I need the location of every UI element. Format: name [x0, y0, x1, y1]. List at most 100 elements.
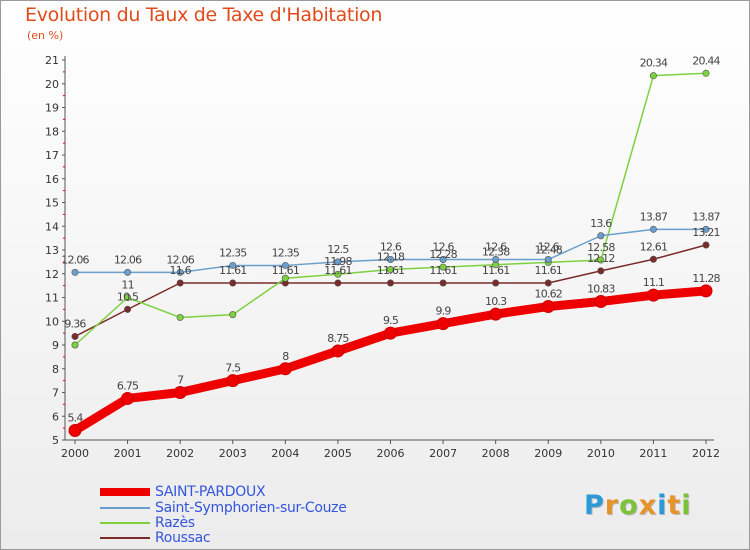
data-label-2: 12.48: [535, 243, 563, 256]
data-label-2: 11.98: [324, 255, 352, 268]
data-label-0: 9.9: [436, 305, 452, 318]
data-point-3: [71, 332, 79, 340]
data-point-1: [492, 255, 500, 263]
y-tick-label: 21: [45, 54, 59, 67]
data-label-3: 9.36: [64, 317, 86, 330]
data-point-0: [121, 391, 135, 405]
data-label-3: 11.6: [170, 264, 192, 277]
data-label-1: 12.35: [272, 246, 300, 259]
data-label-0: 8.75: [327, 332, 349, 345]
chart-subtitle: (en %): [27, 29, 64, 42]
data-label-0: 10.3: [485, 295, 507, 308]
data-point-0: [68, 424, 82, 437]
data-label-1: 12.6: [538, 241, 560, 254]
data-label-3: 11.61: [377, 264, 405, 277]
x-tick-label: 2000: [61, 447, 89, 460]
data-label-1: 13.87: [640, 210, 668, 223]
data-point-1: [439, 255, 447, 263]
data-label-1: 12.6: [432, 241, 454, 254]
data-point-1: [597, 232, 605, 240]
x-tick-label: 2001: [114, 447, 142, 460]
y-tick-label: 12: [45, 268, 59, 281]
data-label-1: 12.5: [327, 243, 349, 256]
data-point-1: [229, 261, 237, 269]
data-label-3: 11.61: [219, 264, 247, 277]
y-tick-label: 16: [45, 173, 59, 186]
data-point-1: [649, 225, 657, 233]
data-point-0: [331, 344, 345, 358]
y-tick-label: 8: [52, 363, 59, 376]
x-tick-label: 2007: [429, 447, 457, 460]
data-label-1: 12.06: [166, 253, 194, 266]
legend-label-roussac: Roussac: [155, 530, 211, 546]
data-point-3: [124, 305, 132, 313]
data-label-2: 20.34: [640, 57, 668, 70]
x-tick-label: 2011: [639, 447, 667, 460]
data-label-1: 12.06: [114, 253, 142, 266]
data-point-1: [176, 268, 184, 276]
y-tick-label: 10: [45, 315, 59, 328]
data-label-1: 13.87: [692, 210, 720, 223]
legend-swatch-saint-pardoux: [100, 488, 150, 496]
legend-swatch-roussac: [100, 537, 150, 539]
y-tick-label: 19: [45, 102, 59, 115]
data-label-0: 11.28: [692, 272, 720, 285]
data-label-1: 12.6: [380, 241, 402, 254]
data-point-1: [71, 268, 79, 276]
data-label-0: 10.83: [587, 283, 615, 296]
x-tick-label: 2003: [219, 447, 247, 460]
data-point-0: [226, 374, 240, 388]
data-point-2: [439, 263, 447, 271]
data-label-1: 12.6: [485, 241, 507, 254]
y-tick-label: 6: [52, 410, 59, 423]
data-point-2: [281, 274, 289, 282]
data-point-0: [489, 307, 503, 321]
data-point-2: [176, 313, 184, 321]
legend-item-saint-symphorien: Saint-Symphorien-sur-Couze: [100, 500, 347, 516]
data-point-0: [384, 326, 397, 340]
data-point-2: [386, 265, 394, 273]
data-label-3: 12.61: [640, 240, 668, 253]
x-tick-label: 2005: [324, 447, 352, 460]
data-point-3: [597, 267, 605, 275]
data-point-3: [492, 279, 500, 287]
data-point-1: [386, 255, 394, 263]
data-point-3: [649, 255, 657, 263]
data-label-3: 11.61: [429, 264, 457, 277]
data-point-2: [597, 256, 605, 264]
data-point-2: [334, 270, 342, 278]
data-point-0: [436, 317, 450, 331]
data-label-3: 10.5: [117, 290, 139, 303]
data-label-0: 9.5: [383, 314, 399, 327]
x-tick-label: 2006: [377, 447, 405, 460]
data-label-0: 5.4: [67, 412, 83, 425]
data-point-0: [278, 362, 292, 376]
data-point-3: [544, 279, 552, 287]
legend-item-saint-pardoux: SAINT-PARDOUX: [100, 484, 266, 500]
legend-label-razes: Razès: [155, 515, 195, 531]
data-point-0: [646, 288, 660, 302]
x-tick-label: 2002: [166, 447, 194, 460]
data-point-2: [649, 72, 657, 80]
data-point-2: [71, 341, 79, 349]
data-point-1: [334, 258, 342, 266]
data-label-3: 12.12: [587, 252, 615, 265]
data-point-1: [544, 255, 552, 263]
data-label-2: 12.28: [429, 248, 457, 261]
proxiti-logo: Proxiti: [584, 490, 692, 521]
data-label-3: 11.61: [482, 264, 510, 277]
data-point-3: [334, 279, 342, 287]
data-point-3: [229, 279, 237, 287]
data-point-3: [176, 279, 184, 287]
data-point-2: [702, 69, 710, 77]
data-label-3: 13.21: [692, 226, 720, 239]
data-label-2: 12.38: [482, 246, 510, 259]
x-tick-label: 2004: [271, 447, 299, 460]
x-tick-label: 2008: [482, 447, 510, 460]
y-tick-label: 14: [45, 220, 59, 233]
x-tick-label: 2009: [534, 447, 562, 460]
data-label-0: 6.75: [117, 379, 139, 392]
y-tick-label: 20: [45, 78, 59, 91]
